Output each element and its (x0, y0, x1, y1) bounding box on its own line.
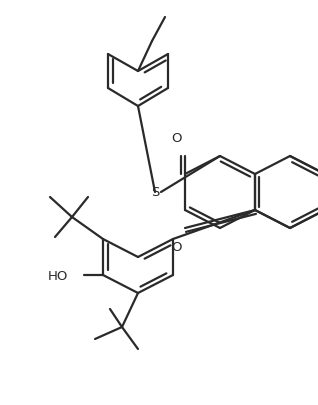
Text: O: O (171, 131, 181, 144)
Text: O: O (171, 241, 181, 254)
Text: S: S (151, 186, 159, 199)
Text: HO: HO (48, 269, 68, 282)
